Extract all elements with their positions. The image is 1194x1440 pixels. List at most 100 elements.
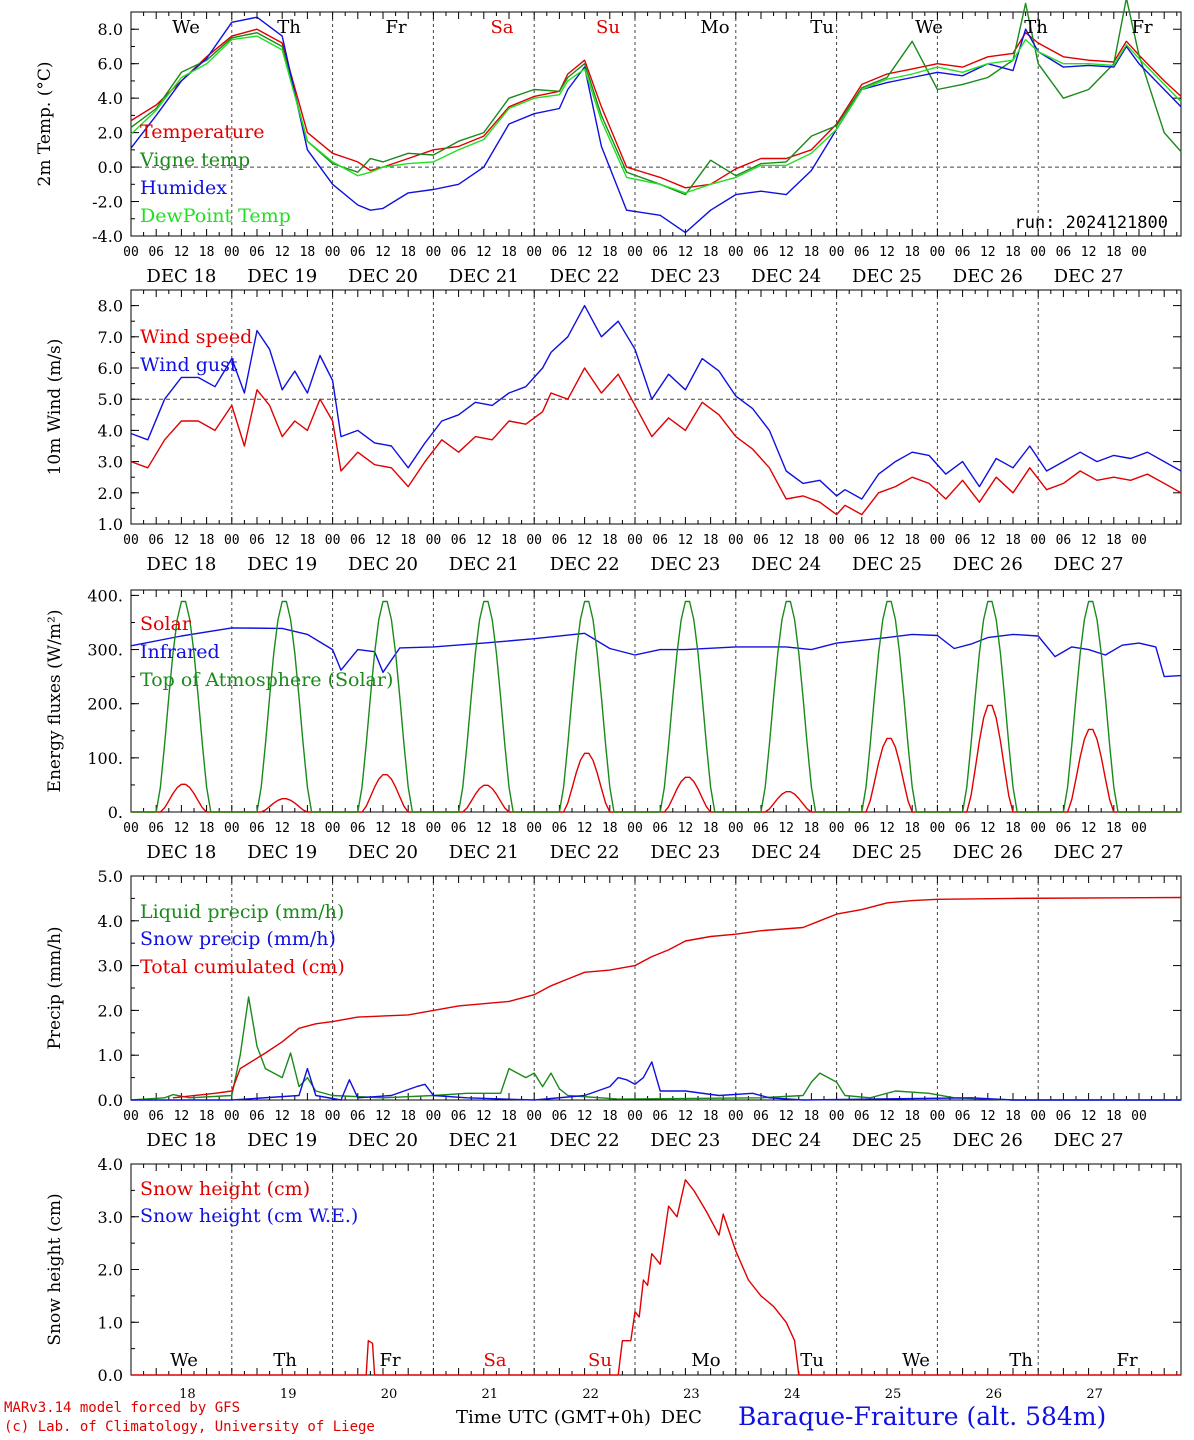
x-hour-label: 00 xyxy=(829,533,845,548)
x-hour-label: 06 xyxy=(552,821,568,836)
day-number-label: 23 xyxy=(683,1387,700,1402)
y-tick-label: 8.0 xyxy=(98,20,123,39)
x-hour-label: 00 xyxy=(526,245,542,260)
x-hour-label: 18 xyxy=(1106,821,1122,836)
y-tick-label: 0.0 xyxy=(98,1366,123,1385)
x-date-label: DEC 18 xyxy=(146,1130,216,1151)
x-hour-label: 18 xyxy=(904,821,920,836)
x-hour-label: 18 xyxy=(199,245,215,260)
plot-frame xyxy=(130,589,1182,813)
y-tick-label: 8.0 xyxy=(98,297,123,316)
x-hour-label: 06 xyxy=(854,821,870,836)
y-tick-label: 7.0 xyxy=(98,328,123,347)
y-tick-label: -2.0 xyxy=(92,193,123,212)
y-tick-label: 1.0 xyxy=(98,1313,123,1332)
series-top-of-atmosphere-solar xyxy=(131,600,1181,813)
x-date-label: DEC 26 xyxy=(953,266,1023,287)
x-date-label: DEC 22 xyxy=(550,842,620,863)
series-wind-gust xyxy=(130,304,1182,500)
y-axis-label: Snow height (cm) xyxy=(45,1193,65,1345)
x-hour-label: 00 xyxy=(224,533,240,548)
x-hour-label: 18 xyxy=(703,1109,719,1124)
x-hour-label: 18 xyxy=(1005,1109,1021,1124)
x-hour-label: 18 xyxy=(400,245,416,260)
x-hour-label: 00 xyxy=(224,1109,240,1124)
x-hour-label: 12 xyxy=(980,533,996,548)
x-hour-label: 06 xyxy=(753,821,769,836)
x-date-label: DEC 25 xyxy=(852,1130,922,1151)
x-date-label: DEC 22 xyxy=(550,266,620,287)
plot-frame xyxy=(130,289,1182,525)
legend-entry: Snow height (cm) xyxy=(140,1178,310,1200)
x-hour-label: 00 xyxy=(829,1109,845,1124)
x-hour-label: 00 xyxy=(1030,1109,1046,1124)
x-hour-label: 18 xyxy=(501,821,517,836)
x-hour-label: 06 xyxy=(148,533,164,548)
x-hour-label: 18 xyxy=(602,821,618,836)
x-hour-label: 06 xyxy=(652,1109,668,1124)
x-date-label: DEC 20 xyxy=(348,1130,418,1151)
x-date-label: DEC 25 xyxy=(852,842,922,863)
x-date-label: DEC 18 xyxy=(146,266,216,287)
weekday-label: Fr xyxy=(1131,17,1152,38)
x-hour-label: 12 xyxy=(476,533,492,548)
x-hour-label: 18 xyxy=(400,1109,416,1124)
x-date-label: DEC 25 xyxy=(852,554,922,575)
day-number-label: 24 xyxy=(784,1387,801,1402)
x-hour-label: 00 xyxy=(930,821,946,836)
weekday-label: We xyxy=(170,1350,198,1371)
weekday-label: Fr xyxy=(385,17,406,38)
x-hour-label: 00 xyxy=(526,821,542,836)
x-hour-label: 12 xyxy=(577,245,593,260)
x-hour-label: 18 xyxy=(1106,245,1122,260)
x-hour-label: 00 xyxy=(1030,245,1046,260)
x-hour-label: 18 xyxy=(400,821,416,836)
x-hour-label: 06 xyxy=(350,821,366,836)
weekday-label: Fr xyxy=(379,1350,400,1371)
x-hour-label: 18 xyxy=(602,533,618,548)
series-liquid-precip-mm-h xyxy=(130,996,1181,1101)
y-tick-label: 2.0 xyxy=(98,1001,123,1020)
x-hour-label: 12 xyxy=(879,1109,895,1124)
y-tick-label: 1.0 xyxy=(98,515,123,534)
legend-entry: Temperature xyxy=(140,121,264,143)
x-hour-label: 18 xyxy=(1005,821,1021,836)
x-hour-label: 00 xyxy=(123,821,139,836)
panel-4 xyxy=(130,875,1182,1101)
x-hour-label: 18 xyxy=(1005,533,1021,548)
x-hour-label: 00 xyxy=(829,821,845,836)
y-tick-label: -4.0 xyxy=(92,227,123,246)
day-number-label: 18 xyxy=(179,1387,196,1402)
legend-entry: Wind gust xyxy=(140,354,238,376)
legend-entry: DewPoint Temp xyxy=(140,205,291,227)
legend-entry: Snow height (cm W.E.) xyxy=(140,1205,358,1227)
x-hour-label: 18 xyxy=(501,1109,517,1124)
x-hour-label: 06 xyxy=(249,533,265,548)
x-hour-label: 18 xyxy=(804,245,820,260)
x-hour-label: 12 xyxy=(174,821,190,836)
x-hour-label: 12 xyxy=(476,821,492,836)
y-tick-label: 3.0 xyxy=(98,453,123,472)
legend-entry: Solar xyxy=(140,613,192,635)
legend-entry: Liquid precip (mm/h) xyxy=(140,901,344,923)
x-hour-label: 18 xyxy=(904,533,920,548)
x-hour-label: 06 xyxy=(955,1109,971,1124)
x-hour-label: 12 xyxy=(174,533,190,548)
x-hour-label: 06 xyxy=(350,1109,366,1124)
y-tick-label: 4.0 xyxy=(98,912,123,931)
x-date-label: DEC 24 xyxy=(751,1130,821,1151)
x-hour-label: 06 xyxy=(955,533,971,548)
x-hour-label: 18 xyxy=(703,821,719,836)
x-hour-label: 00 xyxy=(627,533,643,548)
x-hour-label: 12 xyxy=(980,245,996,260)
x-date-label: DEC 19 xyxy=(247,842,317,863)
x-hour-label: 00 xyxy=(426,821,442,836)
x-hour-label: 12 xyxy=(375,533,391,548)
x-hour-label: 06 xyxy=(148,245,164,260)
x-hour-label: 12 xyxy=(879,821,895,836)
run-annotation: run: 2024121800 xyxy=(1014,213,1168,233)
x-hour-label: 12 xyxy=(577,821,593,836)
x-date-label: DEC 21 xyxy=(449,842,519,863)
y-tick-label: 5.0 xyxy=(98,390,123,409)
x-hour-label: 06 xyxy=(854,245,870,260)
